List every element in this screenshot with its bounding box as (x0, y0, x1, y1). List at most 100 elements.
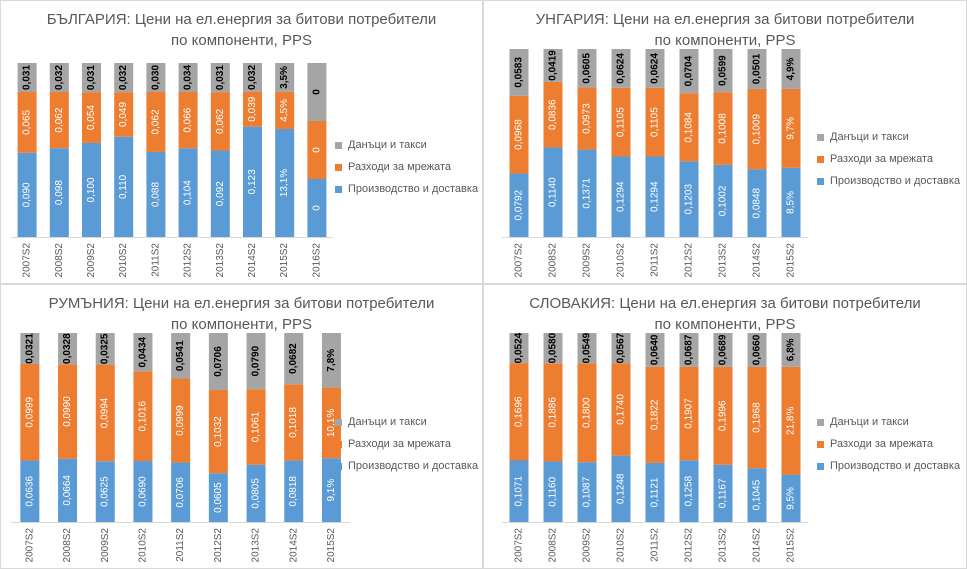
x-tick-label: 2012S2 (183, 243, 194, 278)
chart-title-line: УНГАРИЯ: Цени на ел.енергия за битови по… (535, 11, 915, 28)
data-label: 0,1996 (718, 400, 729, 431)
bar-segment (611, 87, 631, 157)
bar-segment (82, 92, 101, 143)
legend-item-network: Разходи за мрежата (817, 148, 960, 170)
data-label: 6,8% (786, 338, 797, 361)
bar-segment (781, 49, 801, 89)
legend-swatch (335, 418, 342, 426)
bar-segment (645, 333, 665, 367)
data-label: 0,030 (150, 65, 161, 90)
bar-segment (17, 152, 37, 237)
x-tick-label: 2009S2 (582, 528, 593, 563)
bar-segment (171, 462, 191, 522)
data-label: 0,0541 (175, 340, 186, 371)
bar-segment (49, 63, 69, 92)
x-tick-label: 2012S2 (213, 528, 224, 563)
bar-segment (645, 49, 665, 88)
chart-panel-bulgaria: БЪЛГАРИЯ: Цени на ел.енергия за битови п… (0, 0, 483, 284)
data-label: 0,1258 (684, 475, 695, 506)
data-label: 4,9% (786, 57, 797, 80)
legend-label: Данъци и такси (830, 416, 909, 428)
data-label: 0,1696 (514, 396, 525, 427)
bar-segment (611, 363, 631, 456)
data-label: 0,0636 (24, 476, 35, 507)
bar-segment (178, 63, 198, 92)
chart-plot: 0,0792 0,0968 0,0583 2007S2 0,1140 0,0836 0,04… (502, 49, 808, 277)
legend-label: Разходи за мрежата (830, 153, 934, 165)
legend-label: Производство и доставка (830, 460, 961, 472)
chart-legend: Данъци и такси Разходи за мрежата Произв… (335, 134, 478, 200)
x-tick-label: 2010S2 (137, 528, 148, 563)
data-label: 9,1% (326, 479, 337, 502)
data-label: 0,062 (150, 109, 161, 134)
data-label: 0,062 (54, 107, 65, 132)
bar-segment (20, 333, 40, 365)
legend-item-taxes: Данъци и такси (817, 411, 960, 433)
data-label: 0,1018 (288, 407, 299, 438)
legend-label: Производство и доставка (348, 460, 479, 472)
data-label: 0,039 (247, 96, 258, 121)
bar-segment (781, 167, 801, 237)
data-label: 10,1% (326, 409, 337, 437)
data-label: 0,1800 (582, 397, 593, 428)
bar-segment (611, 156, 631, 237)
legend-swatch (335, 141, 342, 149)
data-label: 0,0687 (684, 334, 695, 365)
bar-segment (543, 81, 563, 148)
chart-panel-romania: РУМЪНИЯ: Цени на ел.енергия за битови по… (0, 284, 483, 569)
bar-segment (645, 156, 665, 237)
chart-subtitle-line: по компоненти, PPS (171, 32, 312, 49)
data-label: 0,0583 (514, 57, 525, 88)
bar-segment (321, 333, 341, 388)
bar-segment (611, 49, 631, 88)
bar-segment (284, 384, 304, 461)
data-label: 0,090 (22, 182, 33, 207)
x-tick-label: 2011S2 (175, 528, 186, 562)
data-label: 0,1160 (548, 476, 559, 506)
x-tick-label: 2007S2 (514, 528, 525, 563)
data-label: 0,1045 (752, 479, 763, 510)
bar-segment (210, 150, 230, 237)
bar-segment (114, 92, 134, 137)
bar-segment (17, 92, 37, 153)
bar-segment (543, 333, 563, 364)
bar-segment (543, 461, 563, 522)
bar-segment (20, 460, 40, 522)
bar-segment (645, 366, 665, 463)
bar-segment (58, 364, 78, 459)
data-label: 0,1294 (616, 181, 627, 212)
x-tick-label: 2009S2 (100, 528, 111, 563)
bar-segment (178, 92, 198, 149)
legend-label: Производство и доставка (348, 183, 479, 195)
bar-segment (679, 366, 699, 461)
data-label: 0,1084 (684, 112, 695, 143)
data-label: 0,1203 (684, 183, 695, 214)
bar-segment (243, 63, 262, 92)
x-tick-label: 2011S2 (150, 243, 161, 277)
data-label: 0,032 (118, 65, 129, 90)
x-tick-label: 2013S2 (215, 243, 226, 278)
data-label: 0,1740 (616, 394, 627, 425)
legend-swatch (335, 185, 342, 193)
bar-segment (284, 460, 304, 522)
chart-subtitle-line: по компоненти, PPS (654, 32, 796, 49)
x-tick-label: 2014S2 (288, 528, 299, 563)
bar-segment (747, 49, 767, 89)
bar-segment (307, 63, 327, 121)
data-label: 0,092 (215, 181, 226, 206)
bar-segment (307, 179, 327, 237)
bar-segment (49, 148, 69, 237)
chart-legend: Данъци и такси Разходи за мрежата Произв… (335, 411, 478, 477)
data-label: 0,088 (150, 182, 161, 207)
data-label: 0,0704 (684, 55, 695, 86)
bar-segment (747, 169, 767, 237)
bar-segment (20, 364, 40, 461)
bar-segment (509, 95, 529, 174)
bar-segment (713, 164, 733, 237)
chart-panel-hungary: УНГАРИЯ: Цени на ел.енергия за битови по… (483, 0, 967, 284)
bar-segment (509, 460, 529, 522)
legend-swatch (817, 440, 824, 448)
bar-segment (713, 92, 733, 165)
x-tick-label: 2013S2 (251, 528, 262, 563)
chart-plot: 0,090 0,065 0,031 2007S2 0,098 0,062 0,032 2008… (11, 63, 333, 278)
